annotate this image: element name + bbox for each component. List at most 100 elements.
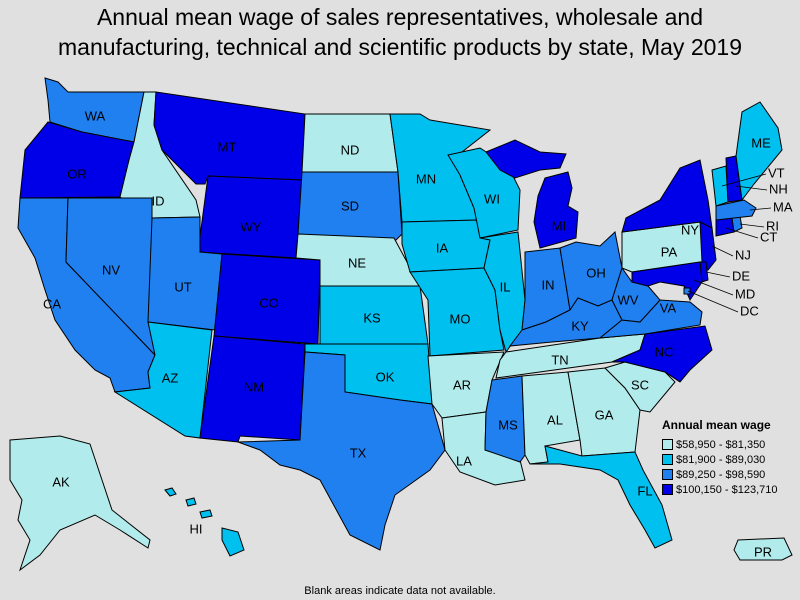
state-nj (699, 221, 717, 271)
state-dc (683, 287, 691, 295)
state-label-ok: OK (376, 369, 395, 384)
state-label-tn: TN (551, 352, 568, 367)
state-label-or: OR (67, 166, 87, 181)
legend-item: $58,950 - $81,350 (662, 438, 778, 451)
state-label-nv: NV (102, 262, 120, 277)
state-label-oh: OH (586, 265, 606, 280)
state-ct (715, 217, 735, 237)
state-label-nm: NM (244, 379, 264, 394)
state-label-ak: AK (52, 474, 70, 489)
state-label-ma: MA (773, 199, 793, 214)
leader-line-dc (687, 290, 739, 313)
state-label-de: DE (732, 268, 750, 283)
state-label-nh: NH (769, 181, 788, 196)
state-label-mi: MI (552, 218, 566, 233)
state-label-ar: AR (453, 377, 471, 392)
state-label-nj: NJ (735, 247, 751, 262)
state-fl (529, 445, 673, 549)
leader-line-vt (721, 173, 767, 187)
state-label-mo: MO (450, 311, 471, 326)
state-labels: WA OR CA ID NV MT WY UT AZ CO NM ND SD NE KS OK TX MN IA MO… (43, 108, 793, 559)
state-label-wv: WV (618, 292, 639, 307)
state-shapes (9, 77, 793, 572)
legend-label: $100,150 - $123,710 (676, 483, 778, 496)
footnote: Blank areas indicate data not available. (304, 585, 496, 597)
state-label-il: IL (500, 279, 511, 294)
legend-label: $58,950 - $81,350 (676, 438, 766, 451)
state-mt (153, 91, 306, 185)
legend-title: Annual mean wage (662, 418, 771, 432)
legend-swatch (662, 454, 673, 465)
legend-item: $81,900 - $89,030 (662, 453, 778, 466)
leader-line-ct (725, 227, 759, 239)
state-label-ut: UT (174, 279, 191, 294)
state-sd (297, 171, 403, 243)
state-tx (237, 351, 446, 551)
state-label-sc: SC (631, 377, 649, 392)
state-wy (197, 175, 303, 259)
legend-label: $81,900 - $89,030 (676, 453, 766, 466)
state-label-nc: NC (655, 344, 674, 359)
legend-swatch (662, 484, 673, 495)
legend-item: $100,150 - $123,710 (662, 483, 778, 496)
state-label-nd: ND (341, 142, 360, 157)
state-label-al: AL (547, 412, 563, 427)
leader-line-ma (749, 207, 772, 211)
state-label-wi: WI (484, 191, 500, 206)
leader-line-nh (735, 185, 768, 191)
legend-swatch (662, 469, 673, 480)
state-label-me: ME (751, 135, 771, 150)
state-label-sd: SD (341, 198, 359, 213)
state-me (735, 101, 783, 202)
state-label-la: LA (456, 453, 472, 468)
state-il (479, 231, 526, 354)
state-vt (711, 165, 729, 207)
legend-label: $89,250 - $98,590 (676, 468, 766, 481)
state-label-hi: HI (190, 521, 203, 536)
leader-line-nj (711, 245, 734, 257)
state-label-ky: KY (571, 318, 589, 333)
state-label-wa: WA (85, 108, 106, 123)
state-label-pr: PR (754, 544, 772, 559)
state-az (113, 321, 213, 439)
state-md (631, 261, 703, 302)
state-label-ca: CA (43, 296, 61, 311)
state-mi-upper-peninsula (485, 139, 567, 179)
state-label-ks: KS (363, 310, 381, 325)
state-label-ri: RI (766, 218, 779, 233)
state-label-mn: MN (416, 171, 436, 186)
state-wv (611, 266, 661, 323)
label-leader-lines (687, 173, 772, 313)
leader-line-de (705, 271, 731, 278)
state-label-id: ID (152, 193, 165, 208)
state-label-pa: PA (661, 244, 678, 259)
state-mi (533, 171, 579, 249)
state-label-ga: GA (595, 407, 614, 422)
state-label-co: CO (259, 295, 279, 310)
state-nc (611, 325, 713, 383)
state-label-va: VA (660, 300, 677, 315)
legend-item: $89,250 - $98,590 (662, 468, 778, 481)
state-label-fl: FL (637, 483, 652, 498)
state-label-wy: WY (241, 219, 262, 234)
state-label-ct: CT (760, 229, 777, 244)
state-label-ms: MS (498, 417, 518, 432)
state-label-ne: NE (348, 255, 366, 270)
state-label-in: IN (542, 277, 555, 292)
state-label-dc: DC (740, 303, 759, 318)
state-label-ny: NY (681, 222, 699, 237)
state-label-az: AZ (162, 370, 179, 385)
state-ny (621, 159, 713, 233)
map-title: Annual mean wage of sales representative… (0, 2, 800, 62)
state-label-md: MD (735, 286, 755, 301)
title-line-1: Annual mean wage of sales representative… (96, 4, 704, 30)
state-label-tx: TX (350, 445, 367, 460)
state-label-mt: MT (218, 139, 237, 154)
legend: Annual mean wage $58,950 - $81,350 $81,9… (662, 418, 778, 498)
state-pr (733, 537, 793, 561)
legend-swatch (662, 439, 673, 450)
title-line-2: manufacturing, technical and scientific … (58, 34, 742, 60)
state-label-vt: VT (768, 165, 785, 180)
leader-line-ri (739, 223, 765, 228)
